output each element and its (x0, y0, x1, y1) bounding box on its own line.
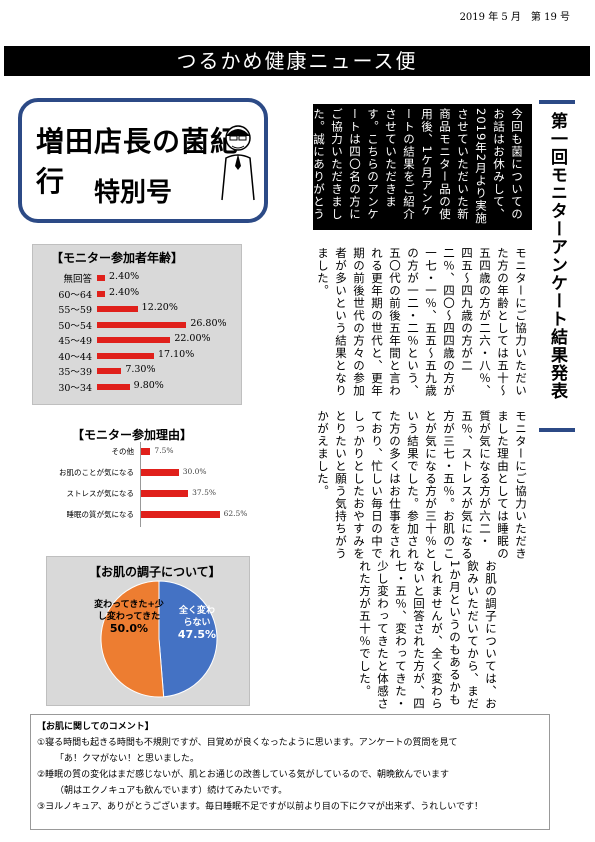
pie-slice (158, 580, 218, 698)
age-bar (97, 368, 122, 374)
age-bar-value: 12.20% (141, 302, 178, 313)
age-bar (97, 352, 154, 359)
reason-bar-row: お肌のことが気になる 30.0% (30, 463, 260, 485)
issue-date: 2019 年 5 月 第 19 号 (459, 12, 570, 23)
column-logo-title: 増田店長の菌紀行 (36, 125, 240, 198)
age-summary-text: モニターにご協力いただいた方の年齢としては五十～五四歳の方が二六・八％、四五～四… (316, 247, 528, 397)
comment-line: 「あ！クマがない！と思いました。 (55, 754, 200, 764)
age-bar-value: 7.30% (125, 364, 156, 375)
comment-line: ③ヨルノキュア、ありがとうございます。毎日睡眠不足ですが以前より目の下にクマが出… (37, 802, 484, 812)
pie-label-changed-text: 変わってきた+少し変わってきた (94, 600, 164, 622)
age-chart-title: 【モニター参加者年齢】 (51, 251, 184, 265)
skin-pie-chart (100, 580, 218, 698)
age-bar-value: 17.10% (158, 348, 195, 360)
comments-box: 【お肌に関してのコメント】 ①寝る時間も起きる時間も不規則ですが、目覚めが良くな… (30, 714, 550, 830)
reason-bar-value: 7.5% (154, 446, 174, 455)
age-bar-label: 50～54 (58, 320, 92, 332)
section-heading: 第一回モニターアンケート結果発表 (537, 100, 577, 433)
age-bar-row: 無回答 2.40% (39, 271, 239, 285)
age-bar-label: 40～44 (58, 351, 92, 363)
reason-bar-value: 30.0% (182, 467, 207, 476)
reason-bar-label: 睡眠の質が気になる (66, 510, 135, 519)
age-bar (97, 290, 105, 297)
skin-chart-title: 【お肌の調子について】 (89, 565, 221, 579)
age-bar-value: 22.00% (174, 333, 211, 344)
age-bar-row: 30～34 9.80% (39, 380, 239, 394)
age-bar (97, 383, 130, 390)
shopkeeper-illustration (221, 125, 255, 201)
age-bar-row: 45～49 22.00% (39, 333, 239, 347)
heading-rule-bottom (539, 428, 575, 432)
reason-bar (141, 448, 151, 455)
reason-axis-segment (140, 463, 141, 485)
age-bar-label: 35～39 (58, 367, 92, 378)
age-bar-label: 55～59 (58, 305, 92, 316)
age-bar-row: 35～39 7.30% (39, 364, 239, 378)
comment-line: ②睡眠の質の変化はまだ感じないが、肌とお通じの改善している気がしているので、朝晩… (37, 770, 449, 780)
age-bar-value: 2.40% (109, 286, 140, 298)
age-bar (97, 321, 187, 328)
reason-bar-row: 睡眠の質が気になる 62.5% (30, 505, 260, 527)
heading-rule-top (539, 100, 575, 104)
age-bar-row: 50～54 26.80% (39, 318, 239, 332)
age-bar-label: 45～49 (58, 336, 92, 347)
age-bar-value: 26.80% (190, 317, 227, 329)
reason-axis-segment (140, 505, 141, 527)
reason-bar-label: その他 (111, 447, 135, 456)
age-bar-row: 40～44 17.10% (39, 349, 239, 363)
reason-bar (141, 469, 179, 476)
age-bar-row: 60～64 2.40% (39, 287, 239, 301)
reason-bar-value: 37.5% (192, 488, 216, 497)
age-bar-chart: 無回答 2.40% 60～64 2.40% 55～59 12.20% 50～54 26.80%… (39, 271, 239, 401)
pie-label-unchanged: 全く変わらない 47.5% (175, 605, 219, 641)
skin-summary-text: お肌の調子については、お飲みいただいてから、まだ1か月というのもあるかもしれませ… (358, 560, 498, 710)
intro-text: 今回も菌についてのお話はお休みして、2019年2月より実施させていただいた新商品… (294, 104, 532, 230)
reason-summary-text: モニターにご協力いただきました理由としては睡眠の質が気になる方が六二・五％、スト… (316, 410, 528, 560)
reason-axis-segment (140, 484, 141, 506)
age-bar-label: 無回答 (63, 274, 92, 285)
pie-label-changed: 変わってきた+少し変わってきた 50.0% (91, 599, 167, 635)
pie-slice (100, 580, 165, 698)
pie-label-unchanged-text: 全く変わらない (178, 606, 215, 628)
pie-label-changed-value: 50.0% (109, 622, 149, 635)
age-bar-label: 30～34 (58, 382, 92, 394)
newsletter-title: つるかめ健康ニュース便 (4, 46, 590, 76)
age-bar (97, 337, 171, 343)
reason-bar-label: ストレスが気になる (66, 489, 135, 498)
comments-title: 【お肌に関してのコメント】 (37, 722, 154, 732)
age-bar-label: 60～64 (58, 289, 92, 301)
reason-bar (141, 511, 220, 518)
column-logo-box: 増田店長の菌紀行 特別号 (18, 98, 268, 223)
reason-bar (141, 490, 189, 497)
reason-bar-row: その他 7.5% (30, 442, 260, 464)
reason-bar-label: お肌のことが気になる (59, 468, 134, 477)
age-bar (97, 275, 105, 281)
comment-line: ①寝る時間も起きる時間も不規則ですが、目覚めが良くなったように思います。アンケー… (37, 738, 458, 748)
reason-bar-row: ストレスが気になる 37.5% (30, 484, 260, 506)
reason-chart-title: 【モニター参加理由】 (72, 428, 193, 442)
comment-line: （朝はエクノキュアも飲んでいます）続けてみたいです。 (55, 786, 288, 796)
column-logo-subtitle: 特別号 (94, 178, 173, 208)
reason-bar-value: 62.5% (223, 509, 248, 518)
section-heading-text: 第一回モニターアンケート結果発表 (547, 112, 567, 400)
age-bar (97, 306, 138, 312)
age-bar-value: 9.80% (133, 379, 164, 391)
reason-bar-chart: その他 7.5% お肌のことが気になる 30.0% ストレスが気になる 37.5% 睡眠の質… (30, 442, 260, 536)
pie-label-unchanged-value: 47.5% (177, 628, 217, 641)
age-bar-value: 2.40% (109, 271, 140, 282)
age-chart-panel: 【モニター参加者年齢】 無回答 2.40% 60～64 2.40% 55～59 12.20… (32, 244, 242, 405)
reason-axis-segment (140, 442, 141, 464)
skin-chart-panel: 【お肌の調子について】 変わってきた+少し変わってきた 50.0% 全く変わらな… (46, 556, 250, 706)
age-bar-row: 55～59 12.20% (39, 302, 239, 316)
